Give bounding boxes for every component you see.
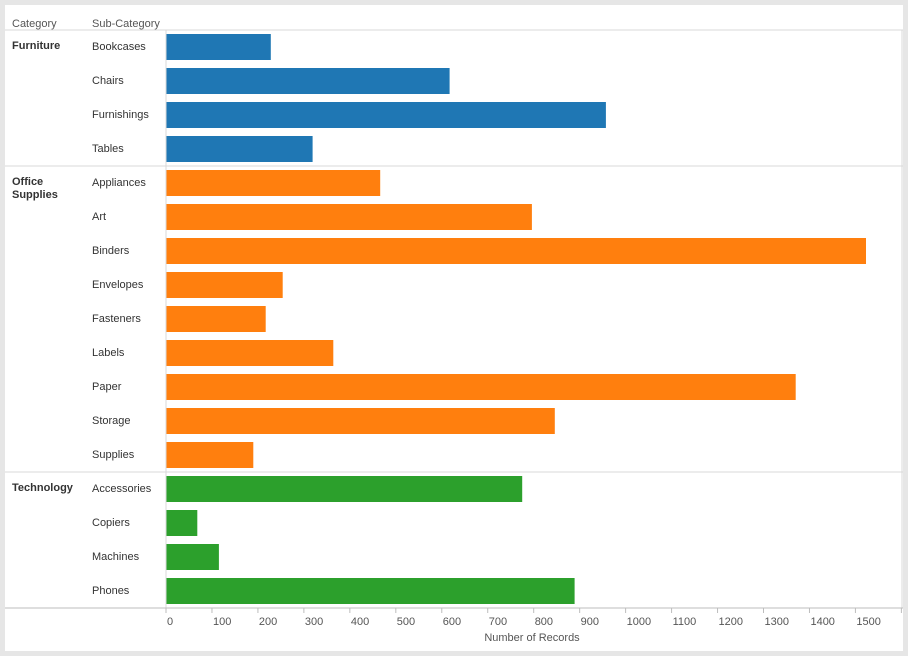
category-label: Technology (12, 482, 74, 494)
subcategory-label: Tables (92, 143, 124, 155)
x-tick-label: 400 (351, 616, 369, 628)
subcategory-label: Art (92, 211, 106, 223)
category-label: Office Supplies (12, 176, 58, 201)
subcategory-label: Storage (92, 415, 131, 427)
x-tick-label: 0 (167, 616, 173, 628)
x-tick-label: 500 (397, 616, 415, 628)
x-tick-label: 1300 (765, 616, 789, 628)
bar-bookcases (166, 34, 271, 60)
bar-storage (166, 408, 555, 434)
subcategory-label: Binders (92, 245, 130, 257)
subcategory-label: Bookcases (92, 41, 146, 53)
subcategory-label: Supplies (92, 449, 135, 461)
subcategory-label: Phones (92, 585, 130, 597)
bar-appliances (166, 170, 381, 196)
bar-paper (166, 374, 796, 400)
x-tick-label: 900 (581, 616, 599, 628)
x-tick-label: 600 (443, 616, 461, 628)
x-tick-label: 700 (489, 616, 507, 628)
chart-frame: Category Sub-Category Furniture Bookcases… (5, 5, 903, 651)
subcategory-label: Envelopes (92, 279, 144, 291)
x-tick-label: 1400 (810, 616, 834, 628)
bar-labels (166, 340, 334, 366)
bar-chart: Category Sub-Category Furniture Bookcases… (5, 18, 903, 644)
subcategory-label: Paper (92, 381, 122, 393)
x-tick-label: 1100 (673, 616, 697, 628)
x-tick-label: 1500 (856, 616, 880, 628)
subcategory-label: Copiers (92, 517, 130, 529)
x-tick-label: 1600 (902, 616, 903, 628)
subcategory-label: Accessories (92, 483, 152, 495)
bar-machines (166, 544, 219, 570)
bar-furnishings (166, 102, 606, 128)
bar-supplies (166, 442, 254, 468)
subcategory-label: Appliances (92, 177, 146, 189)
subcategory-label: Labels (92, 347, 125, 359)
x-tick-label: 800 (535, 616, 553, 628)
x-tick-label: 200 (259, 616, 277, 628)
x-tick-label: 1200 (719, 616, 743, 628)
bar-tables (166, 136, 313, 162)
bar-binders (166, 238, 866, 264)
x-tick-label: 100 (213, 616, 231, 628)
category-label: Furniture (12, 40, 60, 52)
subcategory-label: Furnishings (92, 109, 149, 121)
x-tick-label: 1000 (627, 616, 651, 628)
subcategory-header: Sub-Category (92, 18, 160, 30)
bar-envelopes (166, 272, 283, 298)
category-header: Category (12, 18, 57, 30)
bar-phones (166, 578, 575, 604)
bar-copiers (166, 510, 198, 536)
subcategory-label: Machines (92, 551, 140, 563)
x-axis-title: Number of Records (484, 632, 580, 644)
bar-fasteners (166, 306, 266, 332)
x-tick-label: 300 (305, 616, 323, 628)
subcategory-label: Fasteners (92, 313, 141, 325)
bar-art (166, 204, 532, 230)
subcategory-label: Chairs (92, 75, 124, 87)
bar-chairs (166, 68, 450, 94)
bar-accessories (166, 476, 523, 502)
